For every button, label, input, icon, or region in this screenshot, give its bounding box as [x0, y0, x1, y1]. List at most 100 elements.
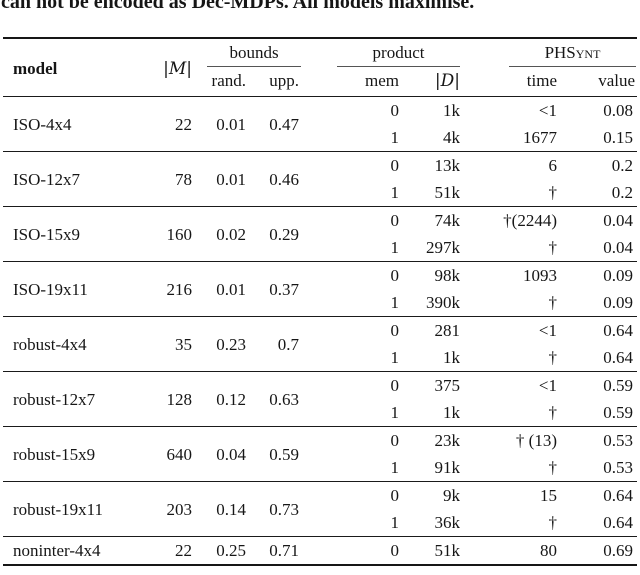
- column-group-bounds: bounds: [194, 37, 301, 67]
- mem-cell: 0: [301, 316, 401, 344]
- column-header-mem: mem: [301, 67, 401, 97]
- mem-cell: 1: [390, 183, 400, 202]
- value-cell: 0.2: [611, 183, 634, 202]
- value-cell: 0.64: [559, 481, 638, 509]
- m-cell: 22: [175, 114, 192, 134]
- mem-cell: 0: [301, 261, 401, 289]
- d-cell: 9k: [401, 481, 462, 509]
- upp-cell: 0.59: [248, 426, 301, 482]
- rand-cell: 0.23: [194, 316, 248, 372]
- mem-cell: 1: [390, 458, 400, 477]
- time-cell: <1: [538, 101, 557, 120]
- column-header-model: model: [3, 37, 149, 97]
- table-row: ISO-15x9 160 0.02 0.29 0 74k †(2244) 0.04: [3, 206, 638, 262]
- table-row: robust-15x9 640 0.04 0.59 0 23k † (13) 0.53: [3, 426, 638, 482]
- model-cell: robust-19x11: [3, 481, 149, 537]
- d-cell: 1k: [443, 348, 460, 367]
- m-cell: 128: [149, 371, 194, 427]
- time-cell: †: [548, 238, 558, 257]
- rand-cell: 0.02: [194, 206, 248, 262]
- value-cell: 0.69: [559, 536, 638, 566]
- value-cell: 0.59: [603, 403, 634, 422]
- time-cell: 80: [462, 536, 559, 566]
- column-header-m: |M|: [149, 37, 194, 97]
- d-cell: 1k: [443, 403, 460, 422]
- value-cell: 0.59: [559, 371, 638, 399]
- table-row: 1 36k † 0.64: [3, 509, 637, 537]
- upp-cell: 0.73: [248, 481, 301, 537]
- column-group-product-label: product: [337, 42, 460, 67]
- d-cell: 281: [401, 316, 462, 344]
- time-cell: <1: [462, 316, 559, 344]
- model-cell: ISO-4x4: [13, 114, 72, 134]
- time-cell: †: [548, 513, 558, 532]
- table-body: ISO-4x4 22 0.01 0.47 0 1k <1 0.08 1 4k 1677 0.15 ISO…: [3, 97, 638, 566]
- mem-cell: 0: [301, 481, 401, 509]
- table-row: ISO-4x4 22 0.01 0.47 0 1k <1 0.08: [3, 97, 637, 134]
- time-cell: †: [548, 458, 558, 477]
- results-table: model |M| bounds product PHSynt rand. up…: [3, 37, 638, 566]
- model-cell: ISO-12x7: [3, 151, 149, 207]
- mem-cell: 0: [301, 206, 401, 234]
- upp-cell: 0.7: [248, 316, 301, 372]
- m-cell: 203: [149, 481, 194, 537]
- column-header-rand: rand.: [194, 67, 248, 97]
- caption-clip: can not be encoded as Dec-MDPs. All mode…: [1, 0, 640, 12]
- time-cell: 15: [462, 481, 559, 509]
- d-cell: 91k: [434, 458, 461, 477]
- m-cell: 78: [149, 151, 194, 207]
- column-group-phsynt-label: PHSynt: [509, 42, 637, 67]
- time-cell: †: [548, 183, 558, 202]
- value-cell: 0.08: [603, 101, 634, 120]
- table-row: 1 4k 1677 0.15: [3, 124, 637, 152]
- value-cell: 0.09: [603, 293, 634, 312]
- time-cell: 6: [462, 151, 559, 179]
- d-cell: 23k: [401, 426, 462, 454]
- mem-cell: 1: [390, 348, 400, 367]
- upp-cell: 0.46: [248, 151, 301, 207]
- model-cell: ISO-15x9: [3, 206, 149, 262]
- d-cell: 98k: [401, 261, 462, 289]
- mem-cell: 1: [390, 238, 400, 257]
- d-cell: 1k: [443, 101, 460, 120]
- header-group-row: model |M| bounds product PHSynt: [3, 37, 638, 97]
- mem-cell: 1: [390, 128, 400, 147]
- column-header-d: |D|: [401, 67, 462, 97]
- column-group-bounds-label: bounds: [207, 42, 301, 67]
- column-group-product: product: [301, 37, 462, 67]
- m-cell: 22: [149, 536, 194, 566]
- time-cell: † (13): [462, 426, 559, 454]
- d-cell: 297k: [426, 238, 460, 257]
- rand-cell: 0.25: [194, 536, 248, 566]
- rand-cell: 0.04: [194, 426, 248, 482]
- d-cell: 390k: [426, 293, 460, 312]
- time-cell: †(2244): [462, 206, 559, 234]
- m-cell: 160: [149, 206, 194, 262]
- table-row: robust-19x11 203 0.14 0.73 0 9k 15 0.64: [3, 481, 638, 537]
- upp-cell: 0.29: [248, 206, 301, 262]
- mem-cell: 0: [301, 371, 401, 399]
- time-cell: †: [548, 293, 558, 312]
- mem-cell: 1: [390, 403, 400, 422]
- time-cell: <1: [462, 371, 559, 399]
- table-row: 1 297k † 0.04: [3, 234, 637, 262]
- caption: can not be encoded as Dec-MDPs. All mode…: [1, 0, 475, 12]
- d-cell: 13k: [401, 151, 462, 179]
- column-header-value: value: [559, 67, 638, 97]
- header-sub-row: rand. upp. mem |D| time value: [3, 67, 638, 97]
- mem-cell: 1: [390, 293, 400, 312]
- value-cell: 0.09: [559, 261, 638, 289]
- table-header: model |M| bounds product PHSynt rand. up…: [3, 37, 638, 97]
- value-cell: 0.53: [559, 426, 638, 454]
- value-cell: 0.04: [603, 238, 634, 257]
- table-row: 1 390k † 0.09: [3, 289, 637, 317]
- d-cell: 51k: [401, 536, 462, 566]
- upp-cell: 0.71: [248, 536, 301, 566]
- m-cell: 216: [149, 261, 194, 317]
- mem-cell: 0: [301, 426, 401, 454]
- column-header-time: time: [462, 67, 559, 97]
- model-cell: robust-12x7: [3, 371, 149, 427]
- upp-cell: 0.63: [248, 371, 301, 427]
- column-group-phsynt: PHSynt: [462, 37, 638, 67]
